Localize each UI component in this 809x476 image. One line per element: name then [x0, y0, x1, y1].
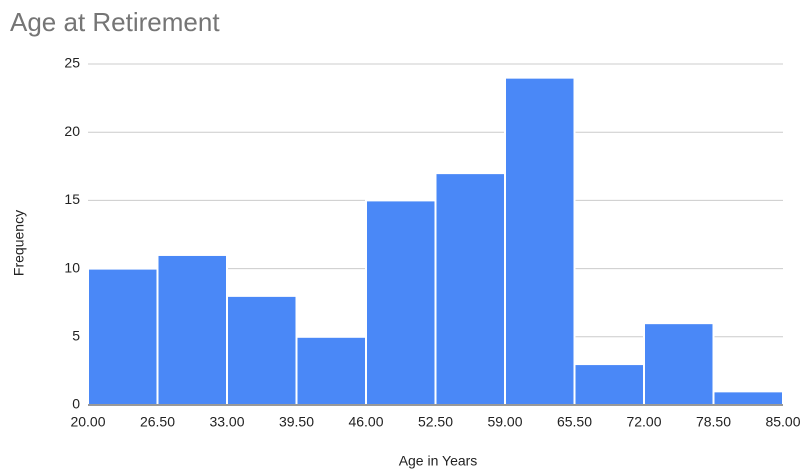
y-tick-label: 0: [72, 396, 80, 412]
y-tick-label: 15: [64, 191, 80, 207]
bar: [87, 267, 159, 406]
x-tick-label: 65.50: [557, 414, 592, 430]
chart-title: Age at Retirement: [10, 7, 220, 37]
y-tick-label: 20: [64, 123, 80, 139]
x-tick-label: 39.50: [279, 414, 314, 430]
x-tick-label: 59.00: [487, 414, 522, 430]
x-tick-label: 52.50: [418, 414, 453, 430]
bar: [712, 390, 784, 406]
x-tick-label: 20.00: [70, 414, 105, 430]
bar: [434, 172, 506, 406]
x-tick-label: 26.50: [140, 414, 175, 430]
bar: [156, 253, 228, 406]
bar: [365, 199, 437, 406]
x-tick-label: 72.00: [626, 414, 661, 430]
x-axis-label: Age in Years: [399, 453, 478, 469]
bar: [643, 322, 715, 406]
x-tick-label: 33.00: [209, 414, 244, 430]
x-tick-label: 46.00: [348, 414, 383, 430]
bar: [226, 294, 298, 407]
bar: [295, 335, 367, 406]
x-tick-label: 85.00: [765, 414, 800, 430]
y-tick-label: 10: [64, 259, 80, 275]
y-tick-label: 5: [72, 328, 80, 344]
bar: [504, 76, 576, 406]
y-axis-label: Frequency: [11, 210, 27, 276]
y-tick-label: 25: [64, 55, 80, 71]
bar: [573, 363, 645, 406]
x-tick-label: 78.50: [696, 414, 731, 430]
